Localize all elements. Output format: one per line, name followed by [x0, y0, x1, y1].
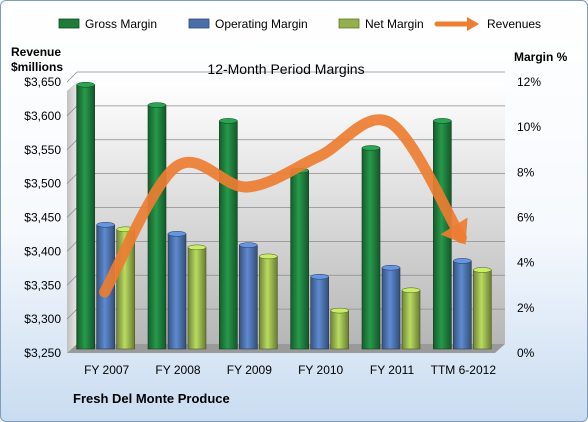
bar-gross-margin — [76, 84, 95, 350]
left-axis-tick-label: $3,600 — [24, 109, 61, 123]
bar-top-operating-margin — [453, 258, 472, 264]
bars — [76, 82, 492, 350]
bar-net-margin — [187, 247, 207, 350]
bar-gross-margin — [290, 170, 309, 350]
left-axis-ticks: $3,250 $3,300 $3,350 $3,400 $3,450 $3,500 $3,5… — [24, 75, 61, 360]
revenues-line-path — [99, 114, 467, 298]
bar-net-margin — [401, 289, 421, 350]
category-label: FY 2008 — [155, 363, 200, 377]
bar-top-gross-margin — [433, 118, 452, 124]
left-axis-tick-label: $3,300 — [24, 312, 61, 326]
left-axis-tick-label: $3,400 — [24, 244, 61, 258]
right-axis-tick-label: 6% — [517, 211, 535, 225]
right-axis-tick-label: 10% — [517, 120, 541, 134]
right-axis-tick-label: 4% — [517, 256, 535, 270]
gridline-side — [66, 274, 78, 286]
gridline-side — [66, 173, 78, 184]
left-axis-tick-label: $3,250 — [24, 346, 61, 360]
legend-label-operating-margin: Operating Margin — [215, 17, 308, 31]
legend: Gross Margin Operating Margin Net Margin… — [58, 17, 541, 31]
bar-operating-margin — [381, 267, 401, 350]
bar-net-margin — [330, 310, 349, 350]
right-axis-tick-label: 12% — [517, 75, 541, 89]
bar-top-net-margin — [473, 267, 492, 273]
right-axis-tick-label: 0% — [517, 346, 535, 360]
left-axis-tick-label: $3,550 — [24, 143, 61, 157]
left-axis-tick-label: $3,500 — [24, 177, 61, 191]
bar-top-operating-margin — [167, 231, 187, 237]
bar-gross-margin — [361, 147, 381, 350]
bar-top-gross-margin — [219, 118, 238, 124]
left-axis-tick-label: $3,350 — [24, 278, 61, 292]
left-axis-tick-label: $3,650 — [24, 75, 61, 89]
company-name: Fresh Del Monte Produce — [73, 391, 230, 406]
bar-operating-margin — [167, 233, 187, 350]
category-label: FY 2009 — [227, 363, 272, 377]
legend-label-gross-margin: Gross Margin — [85, 17, 157, 31]
bar-top-operating-margin — [96, 222, 115, 228]
right-axis-tick-label: 8% — [517, 165, 535, 179]
legend-item-revenues: Revenues — [434, 17, 541, 31]
bar-top-net-margin — [330, 307, 349, 314]
bar-top-net-margin — [187, 244, 207, 251]
bar-operating-margin — [239, 244, 258, 350]
legend-item-gross-margin: Gross Margin — [58, 17, 157, 31]
bar-operating-margin — [310, 276, 329, 350]
left-axis-title-line1: Revenue — [11, 45, 61, 59]
bar-top-operating-margin — [239, 242, 258, 248]
gridline-side — [66, 139, 78, 151]
gridline-side — [66, 308, 78, 320]
bar-top-gross-margin — [147, 102, 167, 108]
right-axis-title: Margin % — [514, 50, 568, 64]
bar-top-net-margin — [401, 287, 421, 294]
gridline-side — [66, 105, 78, 117]
category-label: FY 2010 — [298, 363, 343, 377]
bar-top-gross-margin — [361, 145, 381, 151]
revenues-arrowhead — [440, 217, 468, 245]
bar-operating-margin — [453, 260, 472, 350]
left-axis-tick-label: $3,450 — [24, 211, 61, 225]
right-axis-ticks: 0% 2% 4% 6% 8% 10% 12% — [517, 75, 541, 360]
revenues-line — [99, 114, 468, 298]
bar-top-gross-margin — [76, 82, 95, 88]
legend-label-revenues: Revenues — [487, 17, 541, 31]
category-labels: FY 2007 FY 2008 FY 2009 FY 2010 FY 2011 TTM 6… — [84, 363, 496, 377]
bar-top-operating-margin — [310, 273, 329, 280]
plot-side-wall — [67, 82, 77, 353]
category-label: TTM 6-2012 — [431, 363, 497, 377]
bar-top-operating-margin — [381, 264, 401, 271]
category-label: FY 2007 — [84, 363, 129, 377]
legend-swatch-operating-margin — [188, 18, 210, 29]
gridline-side — [66, 241, 78, 252]
category-label: FY 2011 — [370, 363, 415, 377]
legend-swatch-gross-margin — [58, 18, 80, 29]
legend-swatch-net-margin — [338, 18, 360, 29]
bar-net-margin — [473, 269, 492, 350]
bar-gross-margin — [219, 120, 238, 350]
gridline-side — [66, 207, 78, 218]
legend-item-operating-margin: Operating Margin — [188, 17, 308, 31]
gridline-side — [66, 71, 78, 83]
left-axis-title-line2: $millions — [11, 60, 63, 74]
legend-label-net-margin: Net Margin — [365, 17, 424, 31]
legend-item-net-margin: Net Margin — [338, 17, 424, 31]
bar-top-net-margin — [259, 253, 278, 260]
chart-title: 12-Month Period Margins — [207, 61, 364, 77]
bar-net-margin — [259, 256, 278, 350]
bar-gross-margin — [147, 104, 167, 350]
legend-arrow-head-revenues — [467, 17, 479, 31]
right-axis-tick-label: 2% — [517, 301, 535, 315]
